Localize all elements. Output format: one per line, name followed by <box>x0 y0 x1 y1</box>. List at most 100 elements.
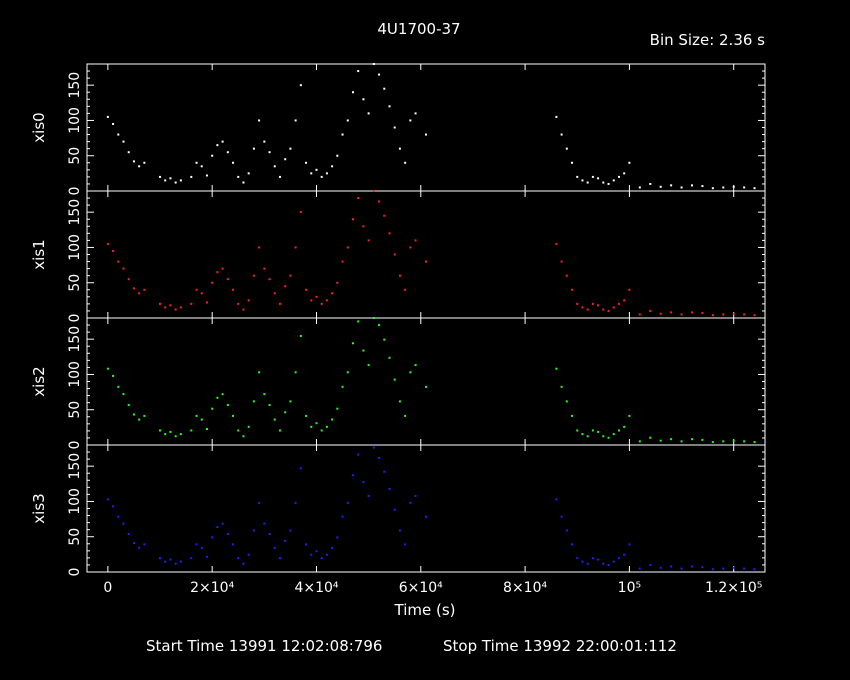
data-point <box>383 214 386 217</box>
data-point <box>174 562 177 565</box>
data-point <box>623 172 626 175</box>
data-point <box>138 292 141 295</box>
data-point <box>649 309 652 312</box>
data-point <box>711 187 714 190</box>
data-point <box>242 181 245 184</box>
data-point <box>388 105 391 108</box>
data-point <box>711 441 714 444</box>
data-point <box>602 181 605 184</box>
data-point <box>555 498 558 501</box>
panel-xis0: 0 50 100 150 xis0 <box>30 63 766 196</box>
data-point <box>289 274 292 277</box>
data-point <box>299 334 302 337</box>
data-point <box>174 308 177 311</box>
data-point <box>159 429 162 432</box>
data-point <box>331 165 334 168</box>
data-point <box>565 529 568 532</box>
data-point <box>315 295 318 298</box>
data-point <box>607 182 610 185</box>
data-point <box>388 356 391 359</box>
data-point <box>753 187 756 190</box>
data-point <box>690 311 693 314</box>
data-point <box>591 302 594 305</box>
data-point <box>143 161 146 164</box>
panel-xis3: 0 50 100 150 xis3 <box>30 444 766 576</box>
data-point <box>320 302 323 305</box>
data-point <box>362 349 365 352</box>
data-point <box>571 161 574 164</box>
data-point <box>106 498 109 501</box>
data-point <box>336 407 339 410</box>
y-tick-label: 50 <box>67 147 83 165</box>
data-point <box>581 306 584 309</box>
data-point <box>232 543 235 546</box>
data-point <box>670 311 673 314</box>
data-point <box>205 555 208 558</box>
data-point <box>623 299 626 302</box>
data-point <box>268 278 271 281</box>
data-point <box>164 179 167 182</box>
data-point <box>112 249 115 252</box>
data-point <box>571 543 574 546</box>
x-tick-label: 8×10⁴ <box>503 580 547 596</box>
data-point <box>378 456 381 459</box>
data-point <box>216 144 219 147</box>
data-point <box>612 306 615 309</box>
data-point <box>200 165 203 168</box>
data-point <box>211 407 214 410</box>
data-point <box>378 324 381 327</box>
data-point <box>565 400 568 403</box>
data-point <box>393 253 396 256</box>
data-point <box>242 562 245 565</box>
stop-time: Stop Time 13992 22:00:01:112 <box>443 637 677 655</box>
data-point <box>571 414 574 417</box>
data-point <box>169 558 172 561</box>
data-point <box>378 200 381 203</box>
data-point <box>117 133 120 136</box>
panel-frame <box>86 190 766 319</box>
data-point <box>409 501 412 504</box>
data-point <box>232 288 235 291</box>
data-point <box>284 285 287 288</box>
data-point <box>221 267 224 270</box>
data-point <box>211 536 214 539</box>
data-point <box>258 119 261 122</box>
data-point <box>190 175 193 178</box>
data-point <box>106 367 109 370</box>
data-point <box>425 385 427 388</box>
data-point <box>341 515 344 518</box>
y-tick-label: 0 <box>67 187 83 196</box>
data-point <box>372 446 375 449</box>
data-point <box>701 185 704 188</box>
x-tick-label: 10⁵ <box>618 580 641 596</box>
y-tick-label: 50 <box>67 401 83 419</box>
data-point <box>138 165 141 168</box>
data-point <box>581 179 584 182</box>
data-point <box>284 411 287 414</box>
data-point <box>732 185 735 188</box>
data-point <box>383 87 386 90</box>
data-point <box>195 414 198 417</box>
x-axis: 0 2×10⁴ 4×10⁴ 6×10⁴ 8×10⁴ 10⁵ 1.2×10⁵ <box>103 580 762 596</box>
panel-frame <box>86 63 766 192</box>
data-point <box>597 304 600 307</box>
data-point <box>597 177 600 180</box>
data-point <box>560 385 563 388</box>
data-point <box>226 404 229 407</box>
data-point <box>743 186 746 189</box>
data-point <box>211 281 214 284</box>
data-point <box>628 288 631 291</box>
y-tick-label: 100 <box>67 107 83 134</box>
data-point <box>425 260 427 263</box>
y-axis-label-xis2: xis2 <box>30 366 48 396</box>
data-point <box>299 84 302 87</box>
data-point <box>242 435 245 438</box>
data-point <box>268 151 271 154</box>
data-point <box>190 557 193 560</box>
bin-size-label: Bin Size: 2.36 s <box>650 31 766 49</box>
data-point <box>112 505 115 508</box>
data-point <box>586 562 589 565</box>
data-point <box>362 98 365 101</box>
data-point <box>159 557 162 560</box>
data-point <box>200 418 203 421</box>
